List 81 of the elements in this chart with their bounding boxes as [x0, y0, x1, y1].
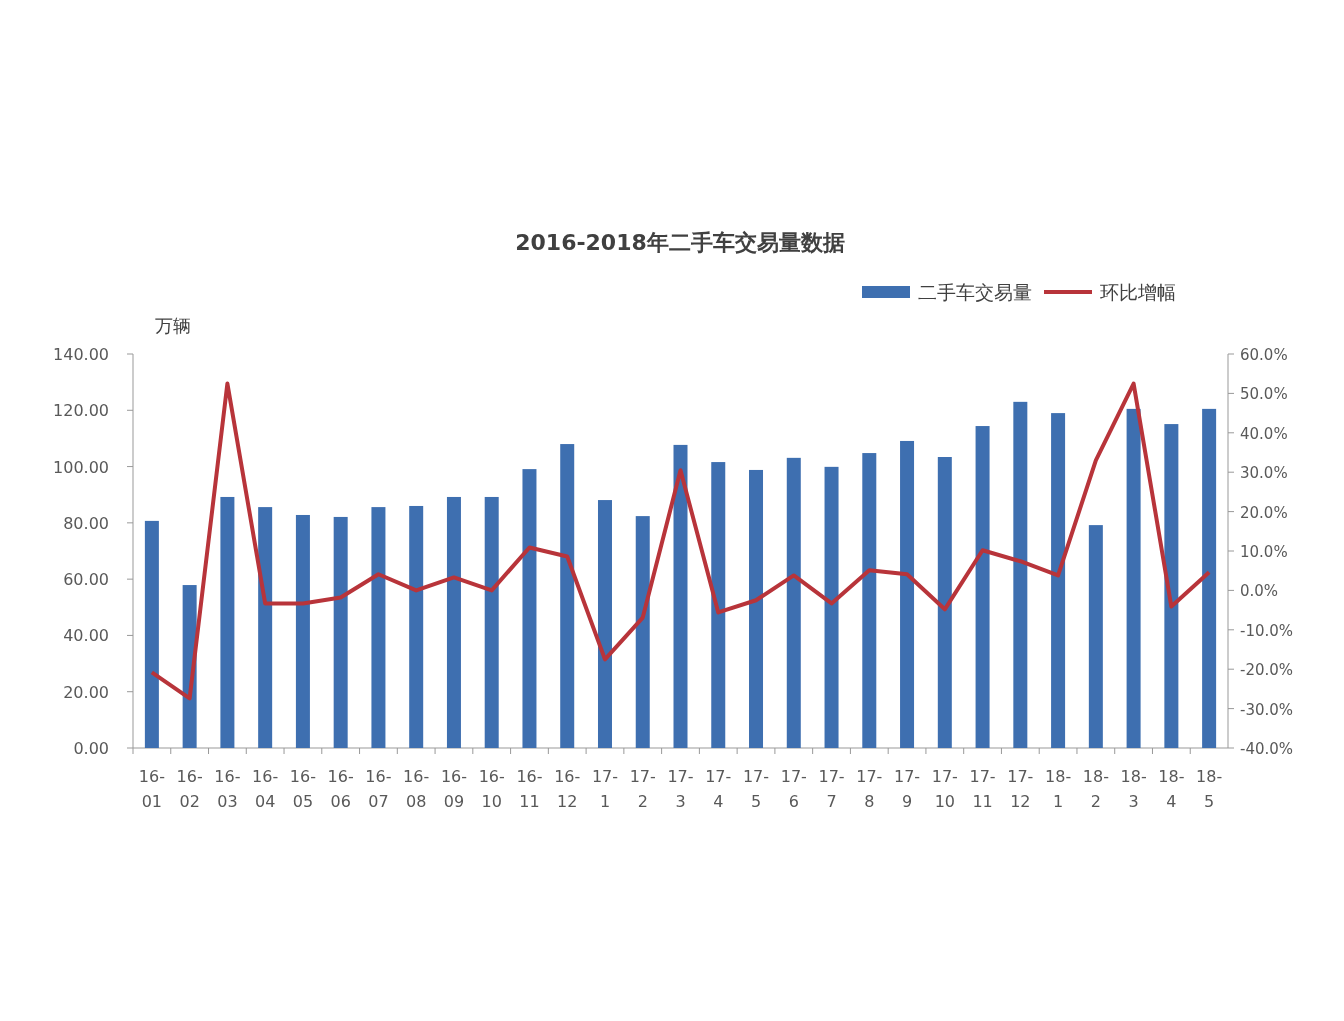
y2-tick-label: 40.0% — [1240, 424, 1288, 443]
bar — [711, 462, 726, 748]
y2-tick-label: 50.0% — [1240, 385, 1288, 404]
legend-label: 环比增幅 — [1100, 281, 1176, 303]
y-tick-label: 20.00 — [63, 682, 109, 702]
x-tick-label: 16-05 — [289, 767, 316, 811]
x-tick-label: 17-9 — [893, 767, 921, 811]
bar — [220, 496, 235, 748]
y2-tick-label: 10.0% — [1240, 543, 1288, 561]
x-tick-label: 17-5 — [742, 767, 770, 811]
bar — [975, 426, 990, 748]
bar — [1126, 408, 1141, 748]
bar — [333, 516, 348, 748]
x-tick-label: 18-5 — [1196, 767, 1223, 811]
bar — [1013, 401, 1028, 748]
bar — [824, 466, 839, 748]
line-series — [149, 381, 1212, 701]
bar — [1202, 408, 1217, 748]
bar — [1051, 413, 1066, 748]
bar — [446, 496, 461, 748]
bar — [862, 453, 877, 748]
y2-tick-label: 20.0% — [1240, 503, 1288, 522]
x-tick-label: 17-2 — [629, 767, 656, 811]
x-tick-label: 18-3 — [1120, 767, 1147, 811]
x-tick-label: 17-10 — [931, 767, 958, 811]
y2-tick-label: -40.0% — [1240, 740, 1294, 758]
y-tick-label: 40.00 — [63, 626, 109, 646]
bar — [937, 457, 952, 748]
x-tick-label: 18-4 — [1158, 767, 1185, 811]
bar — [560, 444, 575, 748]
bar — [749, 469, 764, 748]
y2-tick-label: -30.0% — [1240, 700, 1294, 719]
y-tick-label: 120.00 — [53, 401, 109, 421]
y-tick-label: 100.00 — [53, 457, 109, 477]
x-tick-label: 16-02 — [176, 767, 203, 811]
y-tick-label: 60.00 — [63, 570, 109, 590]
y-axis-title: 万辆 — [155, 315, 191, 336]
bar — [597, 500, 612, 748]
x-tick-label: 16-12 — [554, 767, 581, 811]
y-tick-label: 0.00 — [73, 739, 109, 758]
x-tick-label: 16-04 — [252, 767, 279, 811]
x-tick-label: 17-1 — [591, 767, 619, 811]
x-tick-label: 16-01 — [138, 767, 165, 811]
chart-title: 2016-2018年二手车交易量数据 — [515, 230, 845, 255]
bar — [258, 507, 273, 748]
x-tick-label: 16-10 — [478, 767, 505, 811]
bar — [295, 514, 310, 748]
bar — [1164, 424, 1179, 748]
bar — [1088, 525, 1103, 748]
bar — [522, 469, 537, 748]
x-tick-label: 16-07 — [365, 767, 392, 811]
bar — [409, 505, 424, 748]
y-tick-label: 80.00 — [63, 513, 109, 533]
bar — [786, 457, 801, 748]
bar — [371, 507, 386, 748]
x-tick-label: 16-09 — [440, 767, 468, 811]
x-tick-label: 16-06 — [327, 767, 354, 811]
bar — [635, 516, 650, 748]
x-tick-label: 16-08 — [403, 767, 430, 811]
y2-tick-label: 60.0% — [1240, 346, 1288, 364]
x-tick-label: 17-4 — [705, 767, 732, 811]
y2-tick-label: 0.0% — [1240, 582, 1279, 601]
x-tick-label: 17-6 — [780, 767, 807, 811]
y2-tick-label: -10.0% — [1240, 621, 1294, 640]
y-tick-label: 140.00 — [53, 345, 109, 364]
bar — [900, 440, 915, 748]
legend-label: 二手车交易量 — [918, 281, 1032, 303]
x-tick-label: 18-1 — [1045, 767, 1072, 811]
x-tick-label: 17-7 — [818, 767, 845, 811]
y2-tick-label: -20.0% — [1240, 661, 1294, 680]
x-tick-label: 17-8 — [856, 767, 883, 811]
x-tick-label: 17-12 — [1007, 767, 1034, 811]
x-tick-label: 16-03 — [214, 767, 241, 811]
bar — [673, 444, 688, 748]
x-tick-label: 17-11 — [969, 767, 996, 811]
x-tick-label: 17-3 — [667, 767, 694, 811]
bar — [144, 520, 159, 748]
x-tick-label: 16-11 — [516, 767, 543, 811]
y2-tick-label: 30.0% — [1240, 464, 1288, 483]
x-tick-label: 18-2 — [1082, 767, 1109, 811]
bar — [484, 496, 499, 748]
